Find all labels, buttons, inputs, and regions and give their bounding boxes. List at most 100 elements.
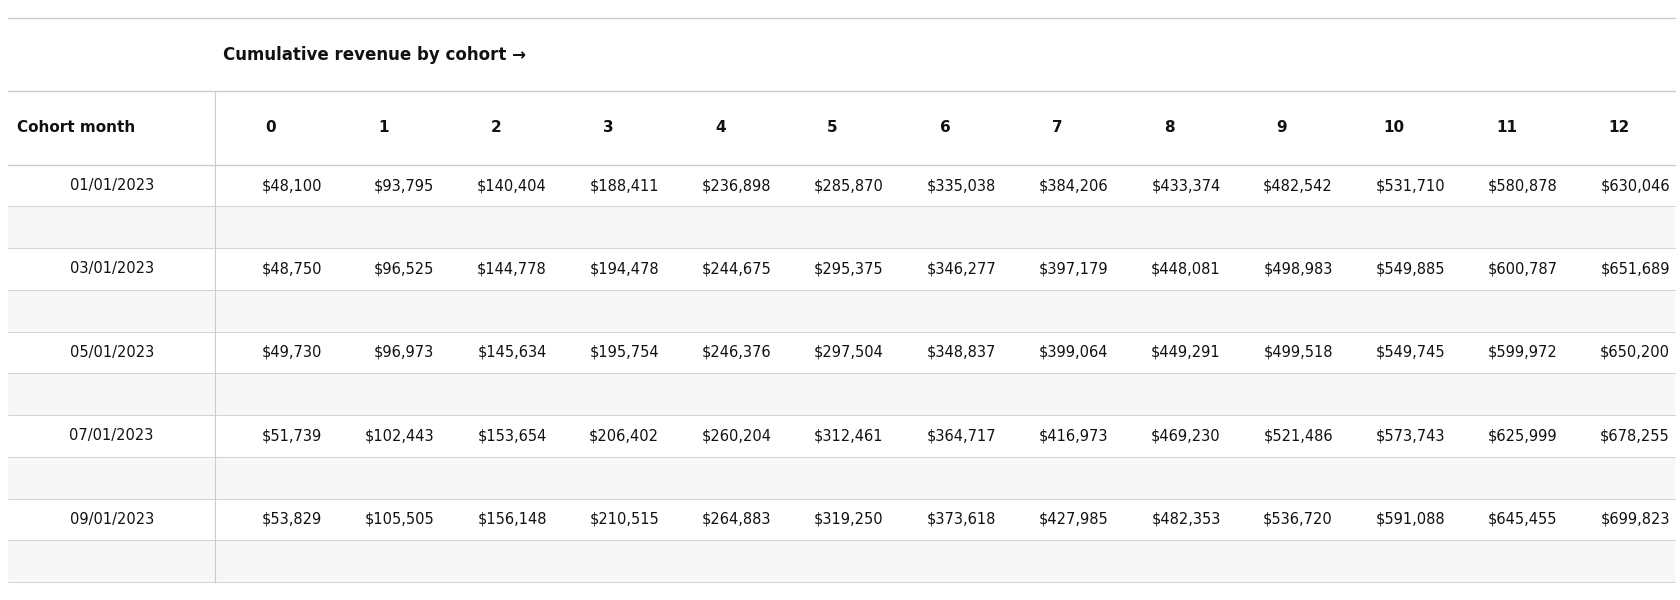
- Text: 10: 10: [1384, 121, 1404, 136]
- Text: $536,720: $536,720: [1263, 512, 1332, 527]
- Text: $373,618: $373,618: [927, 512, 996, 527]
- Text: 8: 8: [1164, 121, 1174, 136]
- Text: $206,703: $206,703: [590, 470, 659, 485]
- Text: $246,376: $246,376: [702, 345, 771, 360]
- Text: $53,950: $53,950: [262, 220, 323, 235]
- Text: $656,882: $656,882: [1488, 220, 1557, 235]
- Text: $264,883: $264,883: [702, 512, 771, 527]
- Text: $549,745: $549,745: [1376, 345, 1445, 360]
- Text: $322,751: $322,751: [815, 220, 884, 235]
- Text: $439,795: $439,795: [1038, 554, 1109, 569]
- Text: 4: 4: [716, 121, 726, 136]
- Text: $449,291: $449,291: [1151, 345, 1221, 360]
- Text: $521,486: $521,486: [1263, 428, 1332, 443]
- Text: $473,211: $473,211: [1151, 470, 1221, 485]
- Text: $573,743: $573,743: [1376, 428, 1445, 443]
- Text: 02/01/2023: 02/01/2023: [69, 220, 155, 235]
- Text: $678,255: $678,255: [1599, 428, 1670, 443]
- Text: $199,670: $199,670: [590, 386, 659, 401]
- Text: $458,182: $458,182: [1151, 386, 1221, 401]
- Text: 05/01/2023: 05/01/2023: [69, 345, 155, 360]
- Text: 03/01/2023: 03/01/2023: [69, 262, 153, 277]
- Text: $145,192: $145,192: [477, 303, 546, 318]
- Text: $606,160: $606,160: [1376, 554, 1445, 569]
- Text: 1: 1: [378, 121, 388, 136]
- Text: $335,038: $335,038: [927, 178, 996, 193]
- Text: $297,504: $297,504: [813, 345, 884, 360]
- Text: Cohort month: Cohort month: [17, 121, 134, 136]
- Text: $686,417: $686,417: [1601, 470, 1670, 485]
- Text: $102,909: $102,909: [365, 470, 435, 485]
- Text: $52,774: $52,774: [262, 470, 323, 485]
- Text: $285,870: $285,870: [813, 178, 884, 193]
- Text: $236,898: $236,898: [702, 178, 771, 193]
- Text: $433,374: $433,374: [1151, 178, 1221, 193]
- Text: 10/01/2023: 10/01/2023: [69, 554, 155, 569]
- Text: $550,705: $550,705: [1263, 554, 1332, 569]
- Text: $633,115: $633,115: [1488, 470, 1557, 485]
- Text: $645,455: $645,455: [1488, 512, 1557, 527]
- Text: $366,608: $366,608: [927, 470, 996, 485]
- Text: $416,973: $416,973: [1038, 428, 1109, 443]
- Text: $313,306: $313,306: [815, 470, 884, 485]
- Text: $498,983: $498,983: [1263, 262, 1332, 277]
- Text: $482,542: $482,542: [1263, 178, 1332, 193]
- Text: $591,088: $591,088: [1376, 512, 1445, 527]
- Text: 12: 12: [1608, 121, 1630, 136]
- Text: 7: 7: [1052, 121, 1062, 136]
- Text: $217,976: $217,976: [590, 554, 659, 569]
- Text: $93,795: $93,795: [375, 178, 435, 193]
- Text: Cumulative revenue by cohort →: Cumulative revenue by cohort →: [223, 46, 526, 64]
- Text: $105,505: $105,505: [365, 512, 435, 527]
- Text: $273,431: $273,431: [702, 554, 771, 569]
- Text: $145,634: $145,634: [477, 345, 546, 360]
- Text: $648,509: $648,509: [1601, 303, 1670, 318]
- Text: $245,986: $245,986: [702, 303, 771, 318]
- Text: $210,515: $210,515: [590, 512, 659, 527]
- Text: $194,478: $194,478: [590, 262, 659, 277]
- Text: $650,200: $650,200: [1599, 345, 1670, 360]
- Text: $489,816: $489,816: [1151, 220, 1221, 235]
- Text: $509,414: $509,414: [1263, 386, 1332, 401]
- Text: $419,909: $419,909: [1038, 470, 1109, 485]
- Text: $384,206: $384,206: [1038, 178, 1109, 193]
- Text: $601,193: $601,193: [1376, 220, 1445, 235]
- Text: $630,046: $630,046: [1601, 178, 1670, 193]
- Text: $579,814: $579,814: [1376, 470, 1445, 485]
- Text: $448,081: $448,081: [1151, 262, 1221, 277]
- Text: 9: 9: [1277, 121, 1287, 136]
- Text: $49,730: $49,730: [262, 345, 323, 360]
- Text: 07/01/2023: 07/01/2023: [69, 428, 155, 443]
- Text: $148,547: $148,547: [477, 386, 546, 401]
- Text: $346,277: $346,277: [926, 262, 996, 277]
- Text: $153,654: $153,654: [477, 428, 546, 443]
- Text: $717,070: $717,070: [1599, 554, 1670, 569]
- Text: $162,521: $162,521: [477, 554, 546, 569]
- Text: 11: 11: [1495, 121, 1517, 136]
- Text: $526,512: $526,512: [1263, 470, 1332, 485]
- Text: $304,487: $304,487: [815, 386, 884, 401]
- Text: $599,972: $599,972: [1488, 345, 1557, 360]
- Text: $195,338: $195,338: [590, 303, 659, 318]
- Text: $267,284: $267,284: [702, 220, 771, 235]
- Text: $663,109: $663,109: [1601, 386, 1670, 401]
- Text: $661,615: $661,615: [1488, 554, 1557, 569]
- Text: $53,829: $53,829: [262, 512, 323, 527]
- Text: $549,049: $549,049: [1376, 303, 1445, 318]
- Text: $384,341: $384,341: [927, 554, 996, 569]
- Text: $102,443: $102,443: [365, 428, 435, 443]
- Text: $699,823: $699,823: [1601, 512, 1670, 527]
- Text: $195,754: $195,754: [590, 345, 659, 360]
- Text: $105,203: $105,203: [365, 220, 435, 235]
- Text: $312,461: $312,461: [815, 428, 884, 443]
- Text: $364,717: $364,717: [926, 428, 996, 443]
- Text: $427,985: $427,985: [1038, 512, 1109, 527]
- Text: $328,886: $328,886: [815, 554, 884, 569]
- Text: $495,250: $495,250: [1151, 554, 1221, 569]
- Text: $144,778: $144,778: [477, 262, 546, 277]
- Text: $469,230: $469,230: [1151, 428, 1221, 443]
- Text: $406,950: $406,950: [1038, 386, 1109, 401]
- Text: $449,589: $449,589: [1151, 303, 1221, 318]
- Text: $96,506: $96,506: [375, 303, 435, 318]
- Text: $625,999: $625,999: [1488, 428, 1557, 443]
